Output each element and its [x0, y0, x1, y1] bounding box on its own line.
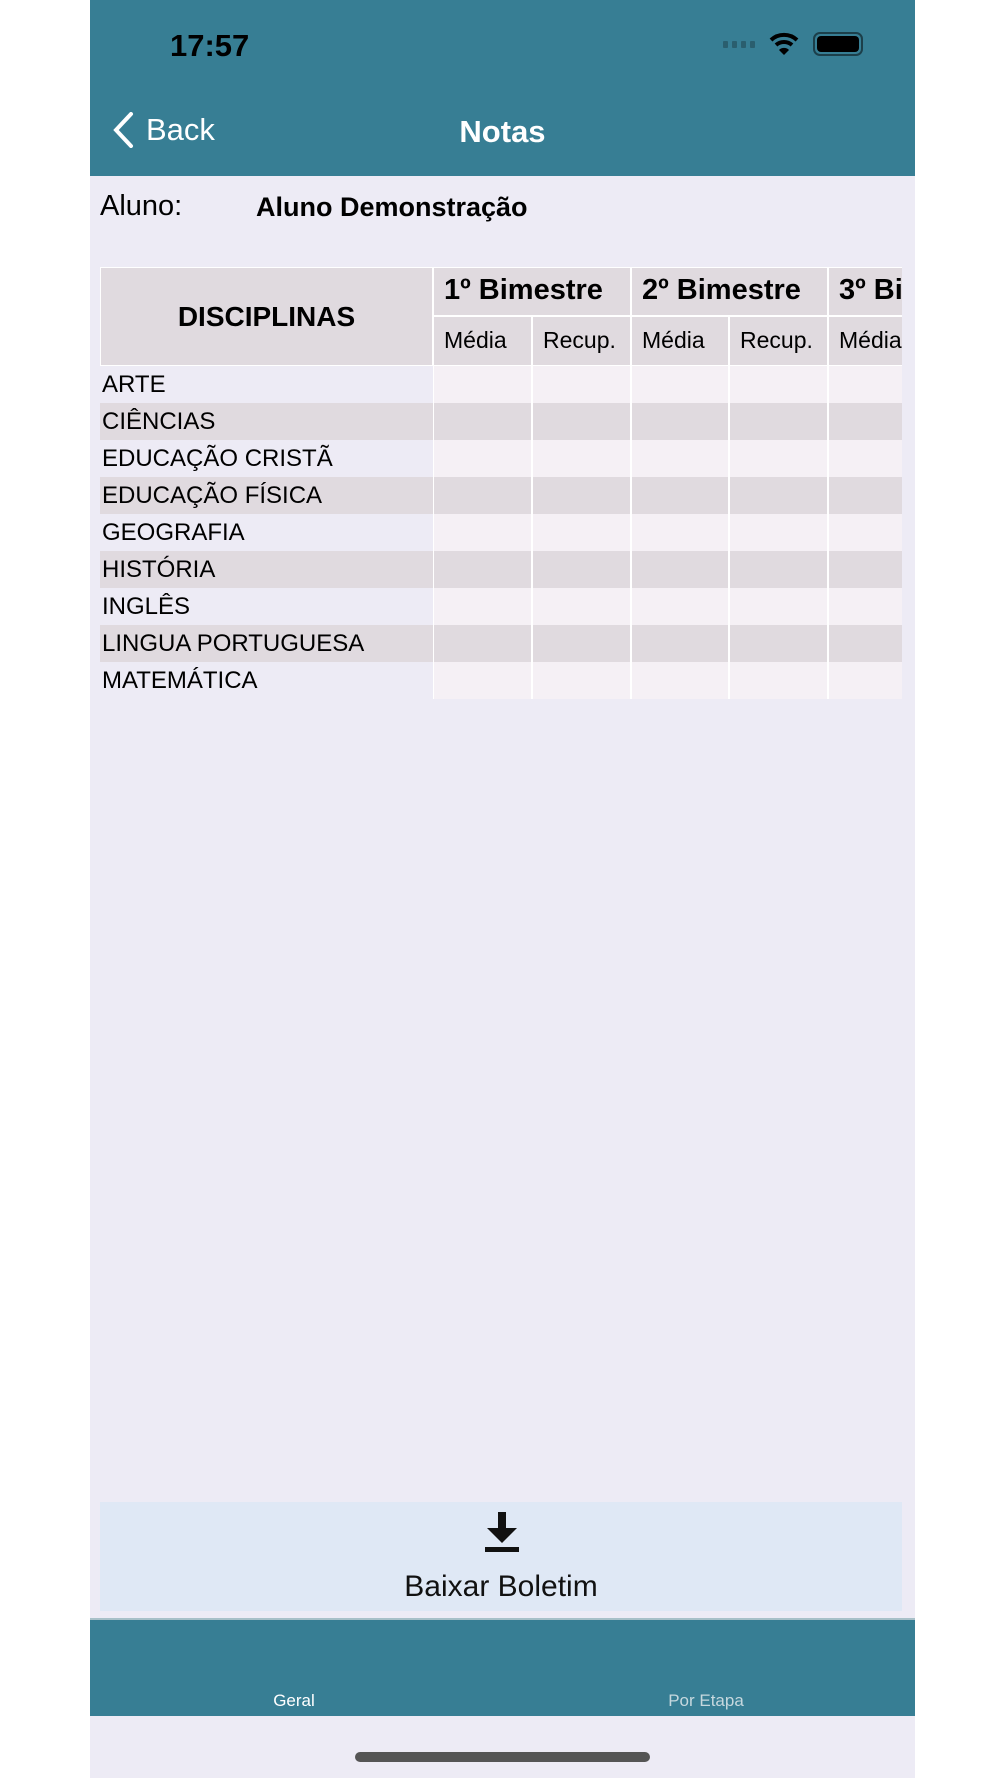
header: 17:57 Back Notas — [90, 0, 915, 176]
grade-cell — [729, 440, 828, 477]
grade-cell — [631, 551, 729, 588]
sub-header: Média — [433, 316, 532, 366]
back-label: Back — [146, 112, 215, 147]
download-label: Baixar Boletim — [404, 1570, 598, 1603]
table-row: GEOGRAFIA — [100, 514, 902, 551]
grade-cell — [532, 440, 631, 477]
sub-header: Recup. — [532, 316, 631, 366]
grade-cell — [828, 403, 902, 440]
subject-name: EDUCAÇÃO FÍSICA — [100, 477, 433, 514]
sub-header: Média — [631, 316, 729, 366]
grade-cell — [532, 588, 631, 625]
signal-icon — [723, 40, 755, 48]
download-report-button[interactable]: Baixar Boletim — [100, 1502, 902, 1611]
student-name: Aluno Demonstração — [256, 192, 528, 222]
home-indicator[interactable] — [355, 1752, 650, 1762]
subject-name: INGLÊS — [102, 593, 191, 620]
grade-cell — [631, 662, 729, 699]
student-label: Aluno: — [100, 190, 183, 222]
grade-cell — [532, 662, 631, 699]
battery-icon — [813, 32, 863, 56]
tab-bar: Geral Por Etapa — [90, 1618, 915, 1716]
grade-cell — [532, 514, 631, 551]
grade-cell — [631, 366, 729, 403]
grade-cell — [433, 625, 532, 662]
table-row: INGLÊS — [100, 588, 902, 625]
tab-geral[interactable]: Geral — [273, 1691, 315, 1710]
grade-cell — [433, 662, 532, 699]
subject-name: LINGUA PORTUGUESA — [100, 625, 433, 662]
grade-cell — [433, 514, 532, 551]
app-screen: 17:57 Back Notas Aluno: Aluno Demonstraç… — [90, 0, 915, 1778]
table-row: EDUCAÇÃO FÍSICA — [100, 477, 902, 514]
grade-cell — [631, 514, 729, 551]
subject-name: MATEMÁTICA — [102, 667, 258, 694]
grade-cell — [433, 588, 532, 625]
subject-name: HISTÓRIA — [100, 551, 433, 588]
table-row: HISTÓRIA — [100, 551, 902, 588]
period-header: 1º Bimestre — [433, 267, 631, 316]
grade-cell — [433, 477, 532, 514]
grade-cell — [729, 588, 828, 625]
grade-cell — [729, 551, 828, 588]
grade-cell — [532, 625, 631, 662]
grade-cell — [532, 551, 631, 588]
period-header: 2º Bimestre — [631, 267, 828, 316]
grade-cell — [729, 625, 828, 662]
chevron-left-icon — [113, 112, 133, 148]
table-row: LINGUA PORTUGUESA — [100, 625, 902, 662]
grade-cell — [532, 366, 631, 403]
grade-cell — [828, 366, 902, 403]
table-row: CIÊNCIAS — [100, 403, 902, 440]
grade-cell — [729, 477, 828, 514]
grade-cell — [729, 366, 828, 403]
grade-cell — [828, 477, 902, 514]
sub-header: Recup. — [729, 316, 828, 366]
grade-cell — [828, 588, 902, 625]
grade-cell — [631, 440, 729, 477]
grades-table[interactable]: DISCIPLINAS 1º Bimestre 2º Bimestre 3º B… — [100, 267, 902, 699]
grade-cell — [828, 662, 902, 699]
table-row: ARTE — [100, 366, 902, 403]
disciplinas-header: DISCIPLINAS — [100, 267, 433, 366]
grade-cell — [828, 551, 902, 588]
back-button[interactable]: Back — [112, 112, 215, 148]
subject-name: EDUCAÇÃO CRISTÃ — [102, 445, 333, 472]
status-icons — [723, 32, 863, 56]
grade-cell — [631, 403, 729, 440]
status-time: 17:57 — [170, 28, 250, 63]
grade-cell — [433, 403, 532, 440]
table-row: EDUCAÇÃO CRISTÃ — [100, 440, 902, 477]
page-title: Notas — [459, 114, 546, 149]
grade-cell — [729, 662, 828, 699]
subject-name: GEOGRAFIA — [102, 519, 245, 546]
download-icon — [485, 1512, 519, 1552]
tab-por-etapa[interactable]: Por Etapa — [668, 1691, 744, 1710]
grade-cell — [433, 366, 532, 403]
period-header: 3º Bimestre — [828, 267, 902, 316]
grade-cell — [828, 625, 902, 662]
sub-header: Média — [828, 316, 902, 366]
grade-cell — [631, 588, 729, 625]
grade-cell — [532, 403, 631, 440]
subject-name: CIÊNCIAS — [100, 403, 433, 440]
table-row: MATEMÁTICA — [100, 662, 902, 699]
grade-cell — [532, 477, 631, 514]
grade-cell — [729, 403, 828, 440]
wifi-icon — [769, 32, 799, 55]
grade-cell — [631, 477, 729, 514]
grade-cell — [828, 440, 902, 477]
grade-cell — [729, 514, 828, 551]
grade-cell — [433, 551, 532, 588]
grade-cell — [631, 625, 729, 662]
grade-cell — [828, 514, 902, 551]
subject-name: ARTE — [102, 371, 166, 398]
grade-cell — [433, 440, 532, 477]
